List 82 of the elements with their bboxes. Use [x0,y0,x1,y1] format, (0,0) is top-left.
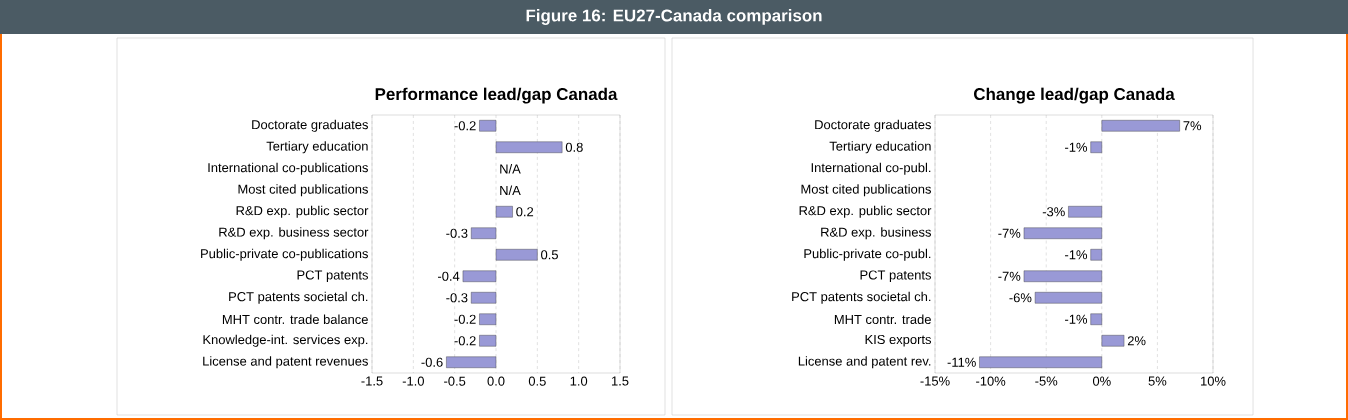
y-tick-label: R&D exp. business sector [219,227,369,240]
bar [495,206,513,218]
data-label: -0.2 [454,121,476,131]
bar [1101,120,1180,132]
data-label: -6% [1009,293,1032,303]
bar [495,141,563,153]
x-tick-label: -5% [1035,376,1058,386]
y-tick-label: PCT patents societal ch. [792,291,931,304]
y-tick-label: PCT patents [860,270,932,283]
data-label: -7% [998,271,1021,281]
bar [979,356,1103,368]
x-tick-label: -10% [976,376,1006,386]
x-tick-label: -15% [920,376,950,386]
y-tick-label: Most cited publications [801,184,931,197]
x-tick-label: 0% [1092,376,1111,386]
data-label: -0.6 [421,357,443,367]
data-label: -1% [1065,250,1088,260]
data-label: -0.3 [446,228,468,238]
y-tick-label: Public-private co-publications [201,248,368,261]
y-tick-label: Knowledge-int. services exp. [203,334,368,347]
bar [495,249,538,261]
text: N/A [500,163,521,174]
bar [462,270,497,282]
y-tick-label: License and patent revenues [203,356,368,369]
data-label: 0.2 [516,207,534,217]
bar [479,120,497,132]
bar [1034,292,1103,304]
data-label: -1% [1065,314,1088,324]
y-tick-label: Doctorate graduates [252,119,368,132]
data-label: 7% [1183,121,1202,131]
y-tick-label: PCT patents [297,270,369,283]
y-tick-label: Doctorate graduates [815,119,931,132]
x-tick-label: 1.0 [570,376,588,386]
x-tick-label: -0.5 [444,376,466,386]
x-tick-label: 1.5 [611,376,629,386]
y-tick-label: International co-publications [208,162,368,175]
y-tick-label: International co-publ. [811,162,931,175]
data-label: -11% [947,357,976,367]
data-label: 0.5 [541,250,558,260]
bar [1068,206,1103,218]
caption: Figure 16: EU27-Canada comparison [526,9,822,25]
data-label: 2% [1127,336,1146,346]
bar [446,356,497,368]
data-label: -0.4 [438,271,460,281]
bar [479,313,497,325]
x-tick-label: 0.5 [528,376,546,386]
y-tick-label: R&D exp. public sector [799,205,932,218]
bar [479,335,497,347]
data-label: -0.2 [454,336,476,346]
y-tick-label: KIS exports [865,334,932,347]
data-label: -0.2 [454,314,476,324]
bar [1090,141,1103,153]
y-tick-label: R&D exp. business [821,227,932,240]
data-label: -3% [1042,207,1065,217]
y-tick-label: Most cited publications [238,184,368,197]
chart-title: Change lead/gap Canada [974,87,1175,104]
bar [1101,335,1125,347]
bar [471,227,497,239]
bar [1023,270,1103,282]
x-tick-label: -1.0 [402,376,424,386]
bar [1023,227,1103,239]
y-tick-label: MHT contr. trade balance [222,314,368,325]
x-tick-label: -1.5 [361,376,383,386]
data-label: -7% [998,228,1021,238]
y-tick-label: Tertiary education [829,141,931,154]
y-tick-label: Tertiary education [266,141,368,154]
bar [1090,313,1103,325]
data-label: 0.8 [565,142,583,152]
data-label: -0.3 [446,293,468,303]
y-tick-label: Public-private co-publ. [804,248,931,261]
x-tick-label: 10% [1201,376,1226,386]
data-label: -1% [1065,142,1088,152]
y-tick-label: License and patent rev. [798,356,931,369]
y-tick-label: PCT patents societal ch. [229,291,368,304]
y-tick-label: MHT contr. trade [834,314,931,325]
bar [1090,249,1103,261]
text: N/A [500,185,521,196]
chart-title: Performance lead/gap Canada [375,87,618,104]
x-tick-label: 5% [1148,376,1167,386]
bar [471,292,497,304]
y-tick-label: R&D exp. public sector [236,205,369,218]
x-tick-label: 0.0 [487,376,505,386]
